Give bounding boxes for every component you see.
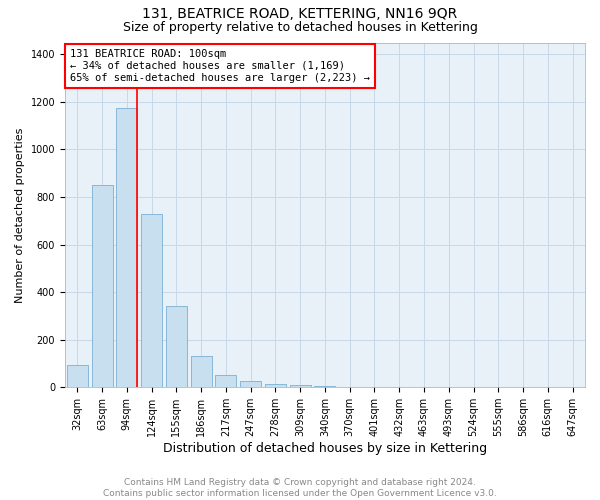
Bar [166, 306, 187, 387]
Text: 131, BEATRICE ROAD, KETTERING, NN16 9QR: 131, BEATRICE ROAD, KETTERING, NN16 9QR [142, 8, 458, 22]
Y-axis label: Number of detached properties: Number of detached properties [15, 127, 25, 302]
Bar [215, 376, 236, 387]
Bar [290, 386, 311, 387]
Bar [141, 214, 162, 387]
Bar [240, 382, 261, 387]
Text: Size of property relative to detached houses in Kettering: Size of property relative to detached ho… [122, 21, 478, 34]
Bar [265, 384, 286, 387]
Bar [191, 356, 212, 387]
Bar [67, 364, 88, 387]
Bar [339, 386, 360, 387]
Text: Contains HM Land Registry data © Crown copyright and database right 2024.
Contai: Contains HM Land Registry data © Crown c… [103, 478, 497, 498]
Bar [314, 386, 335, 387]
Bar [92, 185, 113, 387]
X-axis label: Distribution of detached houses by size in Kettering: Distribution of detached houses by size … [163, 442, 487, 455]
Text: 131 BEATRICE ROAD: 100sqm
← 34% of detached houses are smaller (1,169)
65% of se: 131 BEATRICE ROAD: 100sqm ← 34% of detac… [70, 50, 370, 82]
Bar [116, 108, 137, 387]
